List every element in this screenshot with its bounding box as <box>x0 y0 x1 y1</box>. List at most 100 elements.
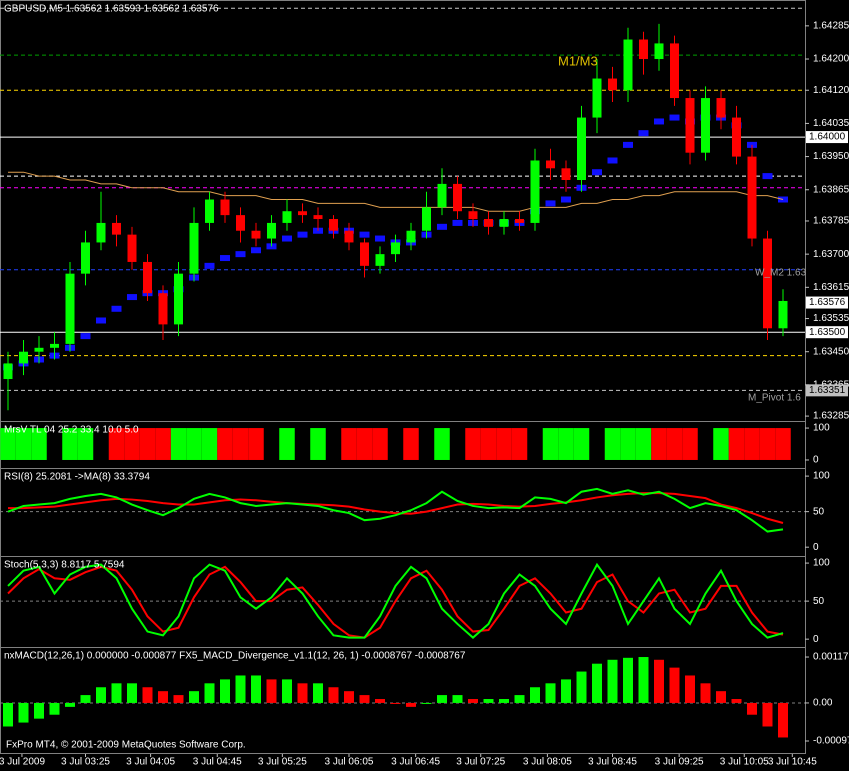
y-tick-label: 1.63535 <box>813 313 849 324</box>
candle-body <box>639 39 648 60</box>
signal-block <box>403 428 419 460</box>
histogram-bar <box>483 699 494 703</box>
candle-body <box>391 242 400 255</box>
moving-average-dot <box>127 294 137 301</box>
histogram-bar <box>576 671 587 703</box>
signal-block <box>124 428 140 460</box>
histogram-bar <box>592 663 602 703</box>
y-tick-label: 1.63450 <box>813 346 849 357</box>
histogram-bar <box>390 702 401 704</box>
panel-title: GBPUSD,M5 1.63562 1.63593 1.63562 1.6357… <box>4 4 219 15</box>
histogram-bar <box>700 683 711 703</box>
histogram-bar <box>669 667 680 703</box>
candle-body <box>716 98 726 118</box>
candle-body <box>422 207 431 231</box>
signal-block <box>713 428 729 460</box>
panel-title: RSI(8) 25.2081 ->MA(8) 33.3794 <box>4 472 150 483</box>
signal-block <box>434 428 450 460</box>
histogram-bar <box>18 702 29 723</box>
y-tick-label: 1.63615 <box>813 282 849 293</box>
panel-frame <box>0 0 806 422</box>
annotation: M_Pivot 1.6 <box>748 393 801 404</box>
candle-body <box>236 215 245 231</box>
signal-block <box>728 428 745 460</box>
x-tick-label: 3 Jul 04:45 <box>193 757 242 768</box>
histogram-bar <box>514 695 525 703</box>
signal-block <box>666 428 683 460</box>
moving-average-dot <box>592 169 602 176</box>
moving-average-dot <box>762 173 773 180</box>
signal-block <box>496 428 512 460</box>
histogram-bar <box>158 691 168 703</box>
candle-body <box>313 215 323 220</box>
moving-average-dot <box>375 235 385 242</box>
x-tick-label: 3 Jul 08:45 <box>588 757 637 768</box>
signal-block <box>356 428 373 460</box>
signal-block <box>635 428 652 460</box>
candle-body <box>453 183 462 212</box>
candle-body <box>561 168 571 180</box>
histogram-bar <box>499 699 509 703</box>
histogram-bar <box>173 695 184 703</box>
x-tick-label: 3 Jul 08:05 <box>523 757 572 768</box>
histogram-bar <box>49 702 60 715</box>
moving-average-dot <box>282 235 292 242</box>
histogram-bar <box>313 683 323 703</box>
candle-body <box>298 211 307 216</box>
candle-body <box>763 238 772 329</box>
histogram-bar <box>328 687 339 703</box>
signal-block <box>0 428 16 460</box>
histogram-bar <box>344 691 354 703</box>
histogram-bar <box>731 699 742 703</box>
moving-average-dot <box>204 262 215 269</box>
histogram-bar <box>3 702 13 727</box>
y-tick-label: 1.63700 <box>813 249 849 260</box>
x-tick-label: 3 Jul 05:25 <box>258 757 307 768</box>
signal-block <box>186 428 202 460</box>
moving-average-dot <box>654 118 664 125</box>
signal-block <box>682 428 698 460</box>
signal-block <box>310 428 326 460</box>
histogram-bar <box>189 691 199 703</box>
signal-block <box>201 428 218 460</box>
histogram-bar <box>452 695 463 703</box>
histogram-bar <box>607 659 618 703</box>
candle-body <box>34 347 44 352</box>
price-label-box <box>806 384 848 397</box>
price-label-box <box>806 326 848 339</box>
signal-block <box>31 428 47 460</box>
y-tick-label: 1.63785 <box>813 216 849 227</box>
moving-average-dot <box>561 196 571 203</box>
histogram-bar <box>375 699 385 703</box>
candle-body <box>778 300 788 329</box>
x-tick-label: 3 Jul 06:05 <box>325 757 374 768</box>
candle-body <box>81 242 90 274</box>
histogram-bar <box>235 675 246 703</box>
panel-title: nxMACD(12,26,1) 0.000000 -0.000877 FX5_M… <box>4 651 466 662</box>
signal-block <box>775 428 791 460</box>
signal-block <box>651 428 667 460</box>
signal-block <box>108 428 125 460</box>
candle-body <box>50 343 59 348</box>
candle-body <box>189 222 199 274</box>
candle-body <box>654 43 664 60</box>
candle-body <box>174 273 183 325</box>
histogram-bar <box>65 702 75 707</box>
moving-average-dot <box>437 223 447 230</box>
histogram-bar <box>685 675 695 703</box>
annotation: M1/M3 <box>558 53 598 68</box>
y-tick-label: -0.00097 <box>813 736 849 747</box>
signal-block <box>139 428 156 460</box>
candle-body <box>406 230 416 243</box>
price-label-box <box>806 131 848 144</box>
histogram-bar <box>282 679 292 703</box>
candle-body <box>251 230 261 239</box>
histogram-bar <box>654 659 664 703</box>
y-tick-label: 1.63865 <box>813 184 849 195</box>
histogram-bar <box>204 683 215 703</box>
y-tick-label: 1.64285 <box>813 20 849 31</box>
price-label-box <box>806 296 848 309</box>
x-tick-label: 3 Jul 06:45 <box>391 757 440 768</box>
candle-body <box>127 234 137 262</box>
candle-body <box>670 43 679 99</box>
